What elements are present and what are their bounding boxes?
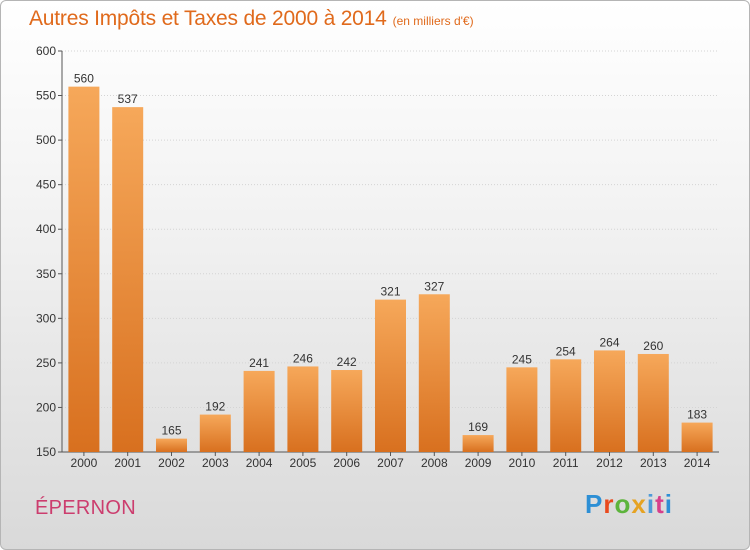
y-tick-label: 550 bbox=[36, 89, 56, 103]
bar-value-label: 245 bbox=[512, 352, 532, 366]
bar bbox=[199, 414, 231, 452]
logo-letter: t bbox=[655, 489, 665, 519]
bar bbox=[331, 370, 363, 452]
y-tick-label: 150 bbox=[36, 445, 56, 459]
x-tick-label: 2009 bbox=[465, 456, 492, 470]
x-tick-label: 2011 bbox=[553, 456, 579, 470]
chart-title: Autres Impôts et Taxes de 2000 à 2014 (en… bbox=[29, 7, 474, 31]
bar bbox=[462, 435, 494, 452]
bar-value-label: 254 bbox=[556, 344, 576, 358]
bar bbox=[418, 294, 450, 452]
y-tick-label: 300 bbox=[36, 311, 56, 325]
x-tick-label: 2005 bbox=[290, 456, 317, 470]
bar bbox=[112, 107, 144, 452]
proxiti-logo: Proxiti bbox=[585, 489, 673, 520]
chart-title-unit: (en milliers d'€) bbox=[392, 14, 474, 28]
x-tick-label: 2014 bbox=[684, 456, 711, 470]
bar-value-label: 537 bbox=[118, 92, 138, 106]
y-tick-label: 250 bbox=[36, 356, 56, 370]
x-tick-label: 2007 bbox=[377, 456, 404, 470]
bar-value-label: 560 bbox=[74, 72, 94, 86]
bar-value-label: 321 bbox=[380, 285, 400, 299]
bar-value-label: 327 bbox=[424, 279, 444, 293]
y-tick-label: 500 bbox=[36, 133, 56, 147]
bar-value-label: 165 bbox=[161, 424, 181, 438]
chart-title-main: Autres Impôts et Taxes de 2000 à 2014 bbox=[29, 7, 387, 30]
bar bbox=[550, 359, 582, 452]
x-tick-label: 2012 bbox=[596, 456, 623, 470]
bar-value-label: 183 bbox=[687, 408, 707, 422]
bar bbox=[594, 350, 625, 452]
bar bbox=[375, 299, 406, 452]
x-tick-label: 2000 bbox=[71, 456, 98, 470]
bar-value-label: 241 bbox=[249, 356, 269, 370]
bar bbox=[506, 367, 538, 452]
y-tick-label: 200 bbox=[36, 400, 56, 414]
x-tick-label: 2008 bbox=[421, 456, 448, 470]
x-tick-label: 2003 bbox=[202, 456, 229, 470]
logo-letter: r bbox=[603, 489, 615, 519]
logo-letter: o bbox=[614, 489, 632, 519]
bar-value-label: 246 bbox=[293, 351, 313, 365]
bar bbox=[68, 86, 100, 453]
logo-letter: x bbox=[631, 489, 647, 519]
logo-letter: i bbox=[664, 489, 673, 519]
bar bbox=[637, 353, 669, 452]
bar bbox=[681, 422, 713, 452]
y-tick-label: 350 bbox=[36, 267, 56, 281]
city-name: ÉPERNON bbox=[35, 497, 137, 519]
x-tick-label: 2006 bbox=[333, 456, 360, 470]
bar bbox=[156, 438, 187, 452]
x-tick-label: 2010 bbox=[509, 456, 536, 470]
bar bbox=[243, 370, 275, 452]
bar-value-label: 260 bbox=[643, 339, 663, 353]
bar-value-label: 192 bbox=[205, 400, 225, 414]
labels: 150 200 250 300 350 400 450 500 550 600 560 2000 537… bbox=[36, 44, 711, 470]
bar-value-label: 264 bbox=[599, 335, 619, 349]
x-tick-label: 2013 bbox=[640, 456, 667, 470]
bar-value-label: 242 bbox=[337, 355, 357, 369]
x-tick-label: 2001 bbox=[114, 456, 141, 470]
y-tick-label: 600 bbox=[36, 44, 56, 58]
logo-letter: i bbox=[646, 489, 656, 519]
bars bbox=[68, 86, 713, 453]
y-tick-label: 400 bbox=[36, 222, 56, 236]
x-tick-label: 2004 bbox=[246, 456, 273, 470]
x-tick-label: 2002 bbox=[158, 456, 185, 470]
bar-value-label: 169 bbox=[468, 420, 488, 434]
y-tick-label: 450 bbox=[36, 178, 56, 192]
bar bbox=[287, 366, 319, 452]
logo-letter: P bbox=[585, 489, 604, 519]
